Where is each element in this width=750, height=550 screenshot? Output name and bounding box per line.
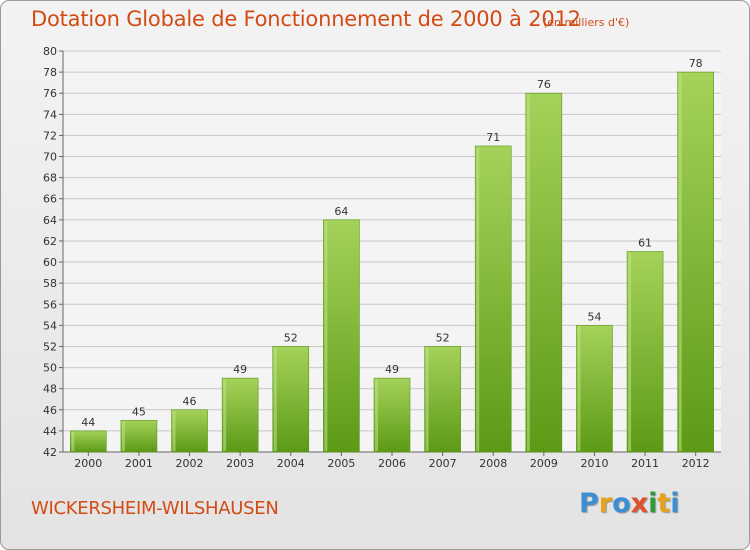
x-tick-label: 2007 bbox=[429, 457, 457, 470]
bar bbox=[677, 71, 714, 453]
y-tick-label: 44 bbox=[43, 425, 57, 438]
bar bbox=[272, 346, 310, 453]
y-tick-label: 72 bbox=[43, 129, 57, 142]
y-tick-label: 60 bbox=[43, 256, 57, 269]
y-tick-label: 58 bbox=[43, 277, 57, 290]
y-tick-label: 50 bbox=[43, 362, 57, 375]
bar bbox=[474, 145, 512, 453]
y-tick-label: 42 bbox=[43, 446, 57, 459]
bar-highlight bbox=[71, 431, 75, 451]
bar bbox=[424, 346, 461, 453]
logo-letter: o bbox=[612, 488, 631, 519]
bar-highlight bbox=[678, 73, 682, 452]
bar-highlight bbox=[577, 326, 581, 451]
bar-highlight bbox=[223, 379, 227, 451]
x-tick-label: 2005 bbox=[327, 457, 355, 470]
data-label: 46 bbox=[183, 395, 197, 408]
y-tick-label: 56 bbox=[43, 298, 57, 311]
bar-highlight bbox=[273, 347, 277, 451]
bar bbox=[576, 325, 613, 453]
chart-title: Dotation Globale de Fonctionnement de 20… bbox=[31, 7, 581, 31]
y-tick-label: 46 bbox=[43, 404, 57, 417]
data-label: 49 bbox=[233, 363, 247, 376]
bar bbox=[70, 430, 107, 453]
y-tick-label: 54 bbox=[43, 319, 57, 332]
data-label: 54 bbox=[587, 310, 601, 323]
bar-highlight bbox=[375, 379, 378, 451]
x-tick-label: 2010 bbox=[580, 457, 608, 470]
logo-letter: i bbox=[670, 488, 680, 519]
bar bbox=[373, 377, 411, 453]
bar bbox=[626, 251, 664, 453]
bar-highlight bbox=[425, 347, 429, 451]
bar bbox=[221, 377, 259, 453]
y-tick-label: 68 bbox=[43, 172, 57, 185]
x-tick-label: 2004 bbox=[277, 457, 305, 470]
bar-highlight bbox=[324, 220, 328, 451]
logo-letter: t bbox=[657, 488, 671, 519]
commune-name: WICKERSHEIM-WILSHAUSEN bbox=[31, 498, 279, 519]
bar bbox=[323, 219, 360, 453]
x-tick-label: 2008 bbox=[479, 457, 507, 470]
bar-highlight bbox=[121, 421, 125, 451]
x-tick-label: 2000 bbox=[74, 457, 102, 470]
x-tick-label: 2002 bbox=[176, 457, 204, 470]
data-label: 76 bbox=[537, 78, 551, 91]
proxiti-logo: Proxiti bbox=[579, 488, 680, 519]
data-label: 45 bbox=[132, 405, 146, 418]
logo-letter: r bbox=[598, 488, 613, 519]
x-tick-label: 2003 bbox=[226, 457, 254, 470]
data-label: 44 bbox=[81, 416, 95, 429]
logo-letter: x bbox=[630, 488, 649, 519]
data-label: 49 bbox=[385, 363, 399, 376]
data-label: 71 bbox=[486, 131, 500, 144]
bar-highlight bbox=[172, 410, 176, 451]
data-label: 78 bbox=[689, 57, 703, 70]
chart-subtitle: (en milliers d'€) bbox=[543, 16, 630, 29]
x-tick-label: 2009 bbox=[530, 457, 558, 470]
data-label: 64 bbox=[334, 205, 348, 218]
y-tick-label: 48 bbox=[43, 383, 57, 396]
bar-highlight bbox=[628, 252, 632, 451]
x-tick-label: 2006 bbox=[378, 457, 406, 470]
data-label: 52 bbox=[436, 331, 450, 344]
bar bbox=[120, 420, 158, 453]
y-tick-label: 78 bbox=[43, 66, 57, 79]
x-tick-label: 2001 bbox=[125, 457, 153, 470]
logo-letter: P bbox=[579, 488, 599, 519]
logo-letter: i bbox=[648, 488, 658, 519]
bar-highlight bbox=[476, 146, 480, 451]
bar bbox=[171, 409, 208, 453]
bar-highlight bbox=[526, 94, 530, 452]
y-tick-label: 74 bbox=[43, 108, 57, 121]
data-label: 52 bbox=[284, 331, 298, 344]
y-tick-label: 70 bbox=[43, 151, 57, 164]
bar bbox=[525, 92, 563, 453]
y-tick-label: 64 bbox=[43, 214, 57, 227]
y-tick-label: 66 bbox=[43, 193, 57, 206]
y-tick-label: 76 bbox=[43, 87, 57, 100]
y-tick-label: 80 bbox=[43, 45, 57, 58]
x-tick-label: 2011 bbox=[631, 457, 659, 470]
data-label: 61 bbox=[638, 237, 652, 250]
y-tick-label: 52 bbox=[43, 340, 57, 353]
x-tick-label: 2012 bbox=[682, 457, 710, 470]
y-tick-label: 62 bbox=[43, 235, 57, 248]
